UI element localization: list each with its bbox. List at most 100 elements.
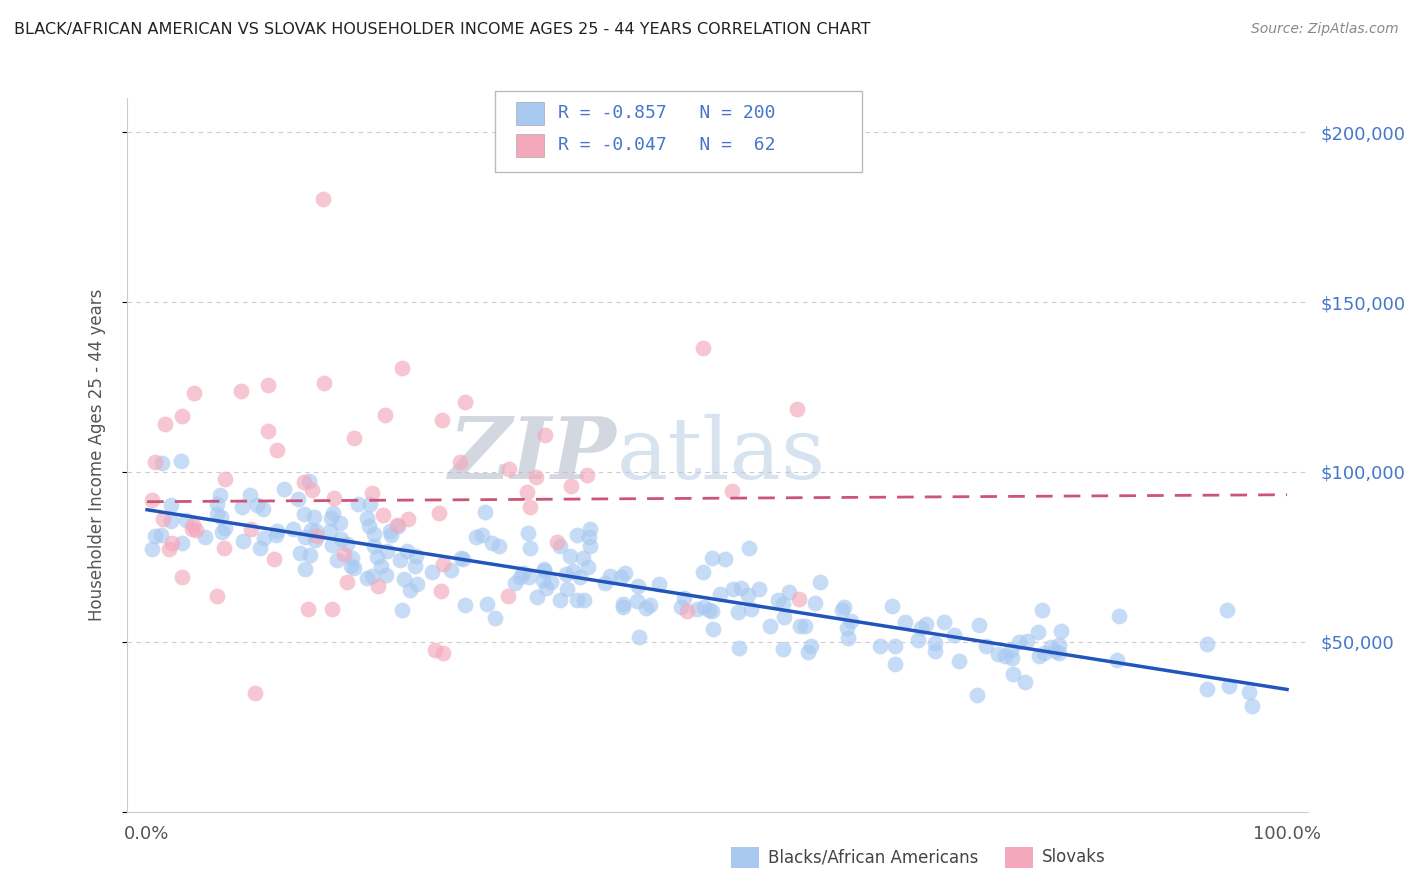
Point xyxy=(356,571,378,585)
Point xyxy=(748,582,770,597)
Point xyxy=(730,581,752,595)
Point xyxy=(1047,646,1070,660)
Point xyxy=(808,574,831,589)
Point xyxy=(974,639,997,653)
Point xyxy=(1216,603,1239,617)
Point xyxy=(627,630,650,644)
Point xyxy=(800,639,823,653)
Point xyxy=(396,543,419,558)
Point xyxy=(728,640,751,655)
Point xyxy=(1043,644,1066,658)
Point xyxy=(693,600,716,615)
Point xyxy=(253,531,276,545)
Point xyxy=(249,541,271,555)
Point xyxy=(273,482,295,496)
Point xyxy=(699,603,721,617)
Point xyxy=(1047,638,1070,652)
Point xyxy=(477,597,499,611)
Point xyxy=(1002,666,1025,681)
Point xyxy=(357,519,380,533)
Point xyxy=(1031,602,1053,616)
Point xyxy=(243,686,266,700)
Point xyxy=(405,549,427,563)
Point xyxy=(150,456,173,470)
Point xyxy=(534,427,557,442)
Point xyxy=(160,499,183,513)
Point xyxy=(363,539,385,553)
Point xyxy=(474,505,496,519)
Point xyxy=(375,544,398,558)
Point xyxy=(287,492,309,507)
Point xyxy=(297,601,319,615)
Point xyxy=(948,654,970,668)
Point xyxy=(1197,682,1219,697)
Point xyxy=(924,635,946,649)
Point xyxy=(239,488,262,502)
Point xyxy=(214,541,236,555)
Point xyxy=(555,582,578,596)
Point xyxy=(1040,640,1063,654)
Point xyxy=(366,550,388,565)
Point xyxy=(555,567,578,582)
Point xyxy=(211,525,233,540)
Point xyxy=(758,619,780,633)
Point xyxy=(1240,698,1263,713)
Point xyxy=(610,569,633,583)
Point xyxy=(1017,634,1039,648)
Point xyxy=(702,622,724,636)
Point xyxy=(425,642,447,657)
Point xyxy=(572,592,595,607)
Point xyxy=(321,511,343,525)
Point xyxy=(778,585,800,599)
Point xyxy=(496,589,519,603)
Point xyxy=(578,530,600,544)
Point xyxy=(540,574,562,589)
Point xyxy=(727,605,749,619)
Point xyxy=(766,592,789,607)
Point xyxy=(797,645,820,659)
Point xyxy=(832,599,855,614)
Point xyxy=(1014,674,1036,689)
Point xyxy=(427,506,450,520)
Point xyxy=(332,547,354,561)
Point xyxy=(1197,637,1219,651)
Point xyxy=(721,582,744,597)
Point xyxy=(298,549,321,563)
Point xyxy=(772,597,794,611)
Point xyxy=(404,559,426,574)
Point xyxy=(321,601,343,615)
Point xyxy=(471,528,494,542)
Point xyxy=(692,341,714,355)
Point xyxy=(1105,653,1128,667)
Text: R = -0.857   N = 200: R = -0.857 N = 200 xyxy=(558,104,776,122)
Text: atlas: atlas xyxy=(617,413,825,497)
Point xyxy=(567,528,589,542)
Point xyxy=(613,566,636,581)
Point xyxy=(370,558,392,573)
Point xyxy=(209,509,232,524)
Point xyxy=(141,542,163,557)
Point xyxy=(1239,685,1261,699)
Point xyxy=(498,462,520,476)
Point xyxy=(239,522,262,536)
Point xyxy=(252,501,274,516)
Point xyxy=(548,592,571,607)
Point xyxy=(420,566,443,580)
Point xyxy=(481,536,503,550)
Point xyxy=(454,598,477,612)
Point xyxy=(534,581,557,595)
Point xyxy=(232,533,254,548)
Point xyxy=(533,562,555,576)
Point xyxy=(263,552,285,566)
Point xyxy=(329,532,352,546)
Point xyxy=(772,641,794,656)
Point xyxy=(1026,625,1049,640)
Point xyxy=(336,575,359,590)
Point xyxy=(1050,624,1073,638)
Point xyxy=(294,530,316,544)
Point xyxy=(371,508,394,522)
Point xyxy=(298,474,321,488)
Point xyxy=(484,611,506,625)
Point xyxy=(143,454,166,468)
Point xyxy=(548,540,571,554)
